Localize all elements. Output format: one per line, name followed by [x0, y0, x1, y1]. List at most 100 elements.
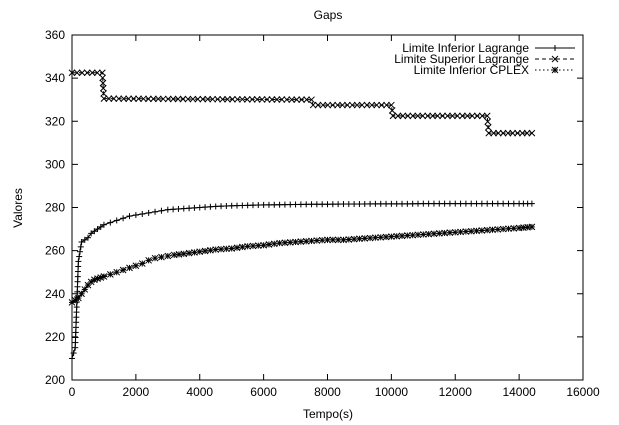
data-point — [249, 242, 257, 250]
data-point — [382, 233, 390, 241]
data-point — [495, 129, 502, 137]
data-point — [324, 236, 331, 244]
data-point — [462, 228, 470, 235]
data-point — [99, 84, 107, 92]
data-point — [81, 236, 88, 243]
data-point — [278, 96, 286, 103]
data-point — [468, 112, 476, 120]
data-point — [361, 200, 368, 207]
data-point — [72, 329, 79, 336]
y-tick-label: 240 — [45, 287, 65, 301]
data-point — [233, 244, 241, 252]
data-point — [451, 228, 459, 236]
data-point — [253, 96, 261, 103]
data-point — [350, 235, 358, 243]
data-point — [113, 217, 120, 224]
data-point — [91, 228, 98, 235]
data-point — [244, 242, 252, 250]
data-point — [383, 200, 390, 207]
data-point — [164, 95, 172, 103]
data-point — [76, 248, 83, 255]
data-point — [398, 232, 406, 240]
data-point — [73, 69, 81, 77]
y-tick-label: 320 — [45, 114, 65, 128]
data-point — [404, 200, 411, 207]
data-point — [72, 324, 79, 331]
data-point — [179, 95, 187, 103]
series-1 — [69, 200, 535, 362]
data-point — [115, 95, 123, 103]
data-point — [158, 253, 165, 261]
data-point — [345, 236, 353, 243]
data-point — [314, 101, 322, 109]
data-point — [263, 96, 271, 103]
data-point — [196, 248, 204, 256]
y-tick-label: 260 — [45, 244, 65, 258]
data-point — [73, 309, 80, 316]
data-point — [78, 290, 85, 298]
data-point — [73, 319, 80, 326]
x-axis-label: Tempo(s) — [303, 407, 353, 421]
data-point — [303, 96, 310, 104]
legend-label: Limite Inferior CPLEX — [414, 63, 529, 77]
data-point — [174, 95, 182, 103]
data-point — [388, 101, 395, 109]
data-point — [324, 201, 331, 208]
data-point — [436, 200, 443, 207]
data-point — [373, 101, 381, 109]
legend-label: Limite Inferior Lagrange — [402, 41, 529, 55]
x-tick-label: 6000 — [250, 385, 277, 399]
data-point — [446, 200, 453, 207]
data-point — [170, 206, 177, 213]
data-point — [110, 95, 118, 103]
data-point — [276, 201, 283, 208]
data-point — [409, 200, 416, 207]
data-point — [319, 201, 326, 208]
x-tick-label: 8000 — [314, 385, 341, 399]
data-point — [74, 273, 81, 280]
data-point — [97, 223, 104, 230]
data-point — [353, 101, 361, 109]
data-point — [340, 236, 347, 244]
data-point — [106, 270, 114, 278]
data-point — [228, 245, 236, 252]
data-point — [105, 95, 113, 102]
data-point — [191, 249, 198, 256]
x-tick-label: 10000 — [375, 385, 409, 399]
data-point — [489, 200, 496, 207]
data-point — [268, 96, 276, 103]
data-point — [276, 239, 283, 247]
data-point — [439, 112, 446, 120]
data-point — [93, 69, 101, 77]
data-point — [319, 101, 327, 109]
data-point — [430, 230, 438, 238]
data-point — [72, 339, 79, 346]
data-point — [478, 227, 486, 234]
data-point — [383, 101, 390, 109]
data-point — [378, 101, 385, 109]
data-point — [152, 208, 159, 215]
legend-marker — [552, 45, 558, 51]
series-layer — [68, 69, 536, 362]
data-point — [78, 69, 86, 77]
data-point — [334, 236, 342, 244]
data-point — [478, 112, 486, 120]
data-point — [473, 112, 481, 120]
data-point — [76, 253, 83, 260]
data-point — [271, 201, 278, 208]
data-point — [372, 234, 379, 242]
data-point — [335, 201, 342, 208]
data-point — [462, 200, 469, 207]
data-point — [505, 200, 512, 207]
data-point — [204, 95, 212, 103]
data-point — [214, 95, 221, 103]
data-point — [297, 238, 305, 245]
data-point — [258, 96, 266, 103]
data-point — [528, 200, 535, 207]
data-point — [202, 204, 209, 211]
x-tick-label: 14000 — [502, 385, 536, 399]
data-point — [308, 96, 315, 104]
legend-label: Limite Superior Lagrange — [394, 52, 529, 66]
